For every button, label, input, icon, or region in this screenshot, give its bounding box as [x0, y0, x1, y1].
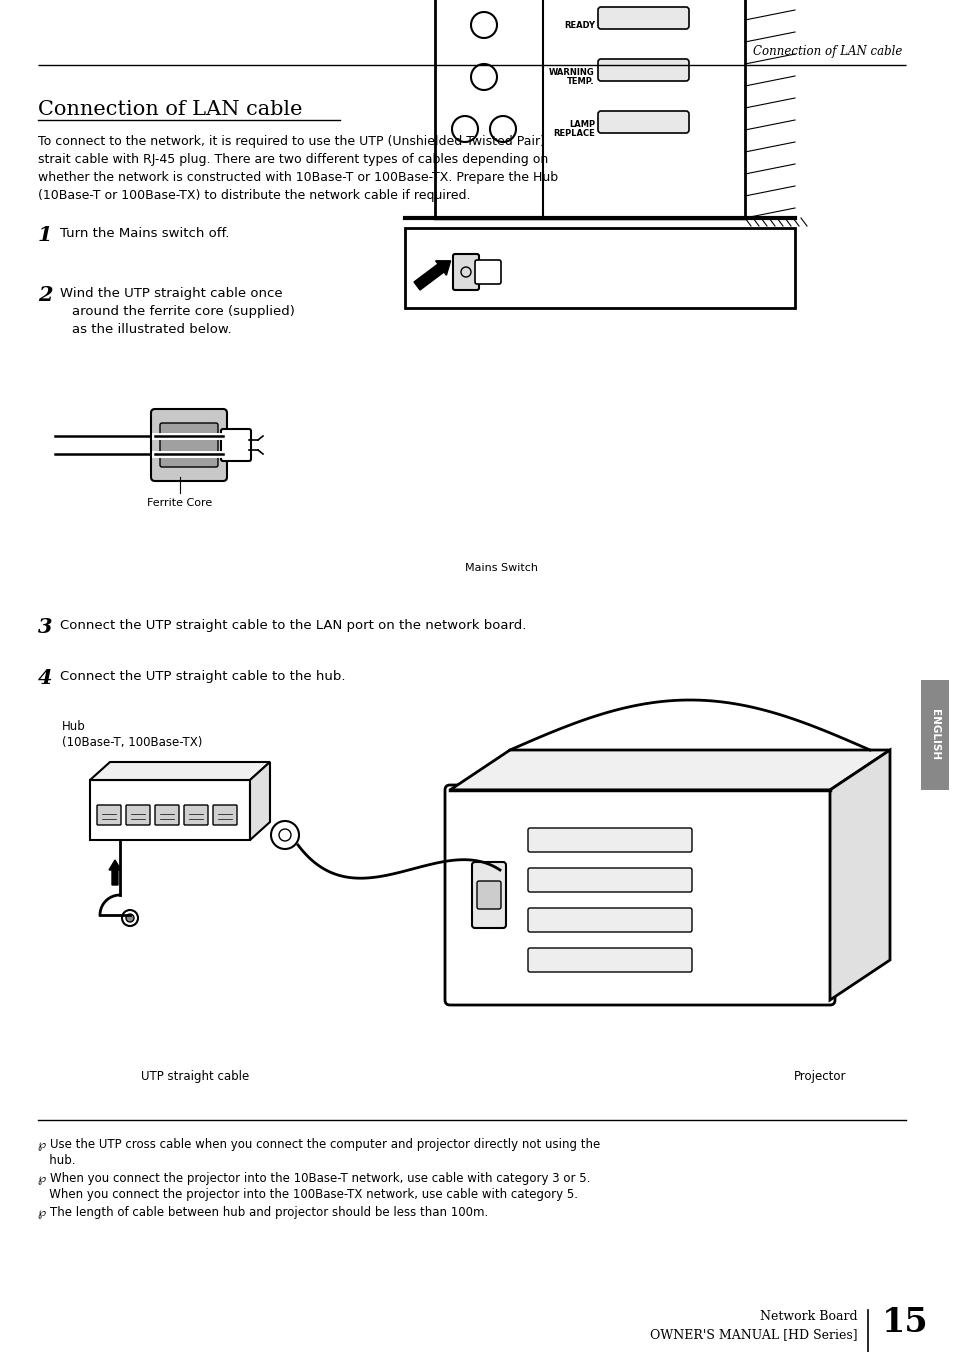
FancyBboxPatch shape [435, 0, 744, 218]
FancyBboxPatch shape [184, 804, 208, 825]
Polygon shape [450, 750, 889, 790]
Polygon shape [829, 750, 889, 1000]
Text: (10Base-T or 100Base-TX) to distribute the network cable if required.: (10Base-T or 100Base-TX) to distribute t… [38, 189, 470, 201]
FancyBboxPatch shape [151, 410, 227, 481]
FancyBboxPatch shape [213, 804, 236, 825]
FancyArrow shape [517, 864, 545, 876]
FancyBboxPatch shape [475, 260, 500, 284]
Text: Projector: Projector [793, 1069, 845, 1083]
FancyBboxPatch shape [527, 827, 691, 852]
Text: Connection of LAN cable: Connection of LAN cable [38, 100, 302, 119]
Text: whether the network is constructed with 10Base-T or 100Base-TX. Prepare the Hub: whether the network is constructed with … [38, 170, 558, 184]
FancyBboxPatch shape [598, 59, 688, 81]
Text: 3: 3 [38, 617, 52, 637]
Circle shape [496, 867, 503, 873]
Text: 2: 2 [38, 285, 52, 306]
Text: UTP straight cable: UTP straight cable [141, 1069, 249, 1083]
Text: OWNER'S MANUAL [HD Series]: OWNER'S MANUAL [HD Series] [650, 1328, 857, 1341]
Text: WARNING
TEMP.: WARNING TEMP. [549, 68, 595, 87]
Text: ℘ The length of cable between hub and projector should be less than 100m.: ℘ The length of cable between hub and pr… [38, 1206, 488, 1220]
Polygon shape [90, 763, 270, 780]
Text: as the illustrated below.: as the illustrated below. [71, 323, 232, 337]
FancyBboxPatch shape [126, 804, 150, 825]
Text: READY: READY [563, 20, 595, 30]
Text: LAMP
REPLACE: LAMP REPLACE [553, 119, 595, 138]
FancyBboxPatch shape [444, 786, 834, 1005]
Text: 15: 15 [882, 1306, 927, 1338]
Text: ℘ Use the UTP cross cable when you connect the computer and projector directly n: ℘ Use the UTP cross cable when you conne… [38, 1138, 599, 1151]
FancyBboxPatch shape [472, 863, 505, 927]
Text: 1: 1 [38, 224, 52, 245]
FancyBboxPatch shape [90, 780, 250, 840]
Circle shape [126, 914, 133, 922]
Text: around the ferrite core (supplied): around the ferrite core (supplied) [71, 306, 294, 318]
FancyArrow shape [414, 261, 450, 289]
FancyBboxPatch shape [405, 228, 794, 308]
FancyBboxPatch shape [527, 909, 691, 932]
Text: To connect to the network, it is required to use the UTP (Unshielded Twisted Pai: To connect to the network, it is require… [38, 135, 544, 147]
Text: Connect the UTP straight cable to the LAN port on the network board.: Connect the UTP straight cable to the LA… [60, 619, 526, 631]
Text: ℘ When you connect the projector into the 10Base-T network, use cable with categ: ℘ When you connect the projector into th… [38, 1172, 590, 1184]
FancyBboxPatch shape [598, 111, 688, 132]
FancyBboxPatch shape [598, 7, 688, 28]
FancyBboxPatch shape [476, 882, 500, 909]
Text: Network Board: Network Board [760, 1310, 857, 1324]
Text: strait cable with RJ-45 plug. There are two different types of cables depending : strait cable with RJ-45 plug. There are … [38, 153, 548, 166]
FancyBboxPatch shape [527, 868, 691, 892]
FancyArrow shape [109, 860, 121, 886]
FancyBboxPatch shape [221, 429, 251, 461]
Text: When you connect the projector into the 100Base-TX network, use cable with categ: When you connect the projector into the … [38, 1188, 578, 1201]
Text: hub.: hub. [38, 1155, 75, 1167]
Text: Turn the Mains switch off.: Turn the Mains switch off. [60, 227, 229, 241]
Polygon shape [250, 763, 270, 840]
Text: Mains Switch: Mains Switch [464, 562, 537, 573]
FancyBboxPatch shape [920, 680, 948, 790]
Text: Wind the UTP straight cable once: Wind the UTP straight cable once [60, 287, 282, 300]
FancyBboxPatch shape [154, 804, 179, 825]
Text: Connect the UTP straight cable to the hub.: Connect the UTP straight cable to the hu… [60, 671, 345, 683]
Text: 4: 4 [38, 668, 52, 688]
Text: Ferrite Core: Ferrite Core [147, 498, 213, 508]
Text: (10Base-T, 100Base-TX): (10Base-T, 100Base-TX) [62, 735, 202, 749]
Text: Connection of LAN cable: Connection of LAN cable [752, 46, 901, 58]
FancyBboxPatch shape [527, 948, 691, 972]
FancyBboxPatch shape [97, 804, 121, 825]
FancyBboxPatch shape [453, 254, 478, 289]
Text: ENGLISH: ENGLISH [929, 710, 939, 761]
Text: Hub: Hub [62, 721, 86, 733]
FancyBboxPatch shape [160, 423, 218, 466]
